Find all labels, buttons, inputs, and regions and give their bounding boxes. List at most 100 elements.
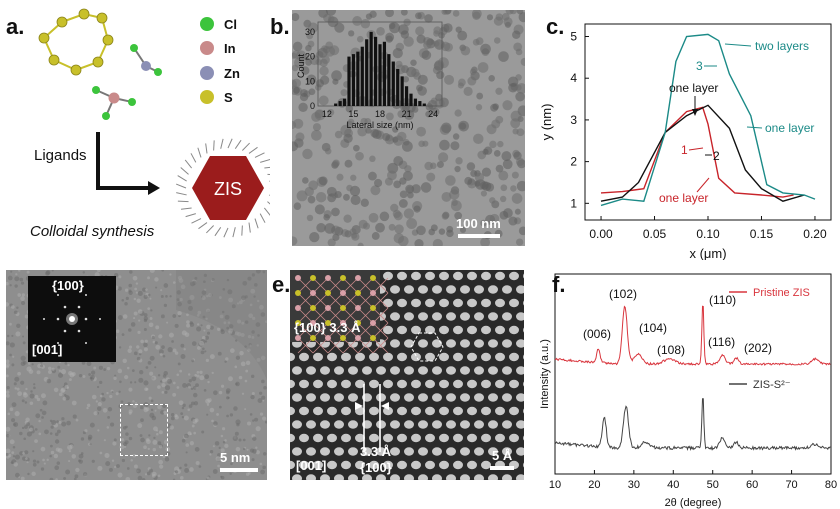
hist-xtick: 18: [375, 109, 385, 119]
peak-202: (202): [744, 341, 772, 355]
hist-xtick: 21: [402, 109, 412, 119]
hist-bar: [373, 36, 378, 106]
hist-bar: [382, 41, 387, 106]
hist-bar: [378, 44, 382, 106]
hist-xtick: 12: [322, 109, 332, 119]
f-xtick: 10: [549, 479, 561, 491]
f-ylabel: Intensity (a.u.): [539, 339, 551, 409]
spacing-value: 3.3 Å: [360, 444, 392, 459]
hist-bar: [418, 101, 422, 106]
legend-cl: Cl: [224, 17, 237, 32]
fft-pattern: [43, 294, 101, 344]
c-ytick: 5: [570, 30, 577, 44]
atomic-resolution-image: {100} 3.3 Å 3.3 Å {100} [001] 5 Å: [290, 270, 524, 480]
hist-bar: [338, 101, 342, 106]
hist-bar: [365, 39, 369, 107]
hist-xlabel: Lateral size (nm): [346, 120, 413, 130]
zone-axis-label: [001]: [296, 458, 327, 473]
hist-ylabel: Count: [296, 54, 306, 79]
scalebar-d-label: 5 nm: [220, 450, 251, 465]
c-xtick: 0.05: [643, 227, 667, 241]
panel-e-label: e.: [272, 272, 291, 297]
zis-hexagon: [192, 156, 264, 220]
scalebar-e-label: 5 Å: [492, 448, 513, 463]
hist-xtick: 24: [428, 109, 438, 119]
ligands-label: Ligands: [34, 147, 87, 164]
c-xlabel: x (μm): [689, 246, 726, 260]
f-series-pristine: [554, 305, 831, 366]
scalebar-e: [490, 466, 514, 470]
f-xtick: 40: [667, 479, 679, 491]
hist-ytick: 0: [310, 101, 315, 111]
panel-a-label: a.: [6, 14, 25, 39]
f-xtick: 50: [707, 479, 719, 491]
legend-atoms: [200, 17, 214, 104]
c-xtick: 0.20: [803, 227, 827, 241]
legend-labels: Cl In Zn S: [224, 17, 240, 105]
incl3-molecule: [92, 86, 136, 120]
hist-bar: [391, 61, 395, 106]
c-xtick: 0.10: [696, 227, 720, 241]
hist-xtick: 15: [348, 109, 358, 119]
fft-bottom-label: [001]: [32, 342, 63, 357]
hexagon-outline: [410, 332, 444, 367]
peak-102: (102): [609, 287, 637, 301]
xrd-chart: 10 20 30 40 50 60 70 80 2θ (degree) Intensity (…: [539, 273, 837, 509]
tem-texture: [292, 10, 525, 246]
c-series-line-2: [600, 104, 805, 202]
c-annot-one-layer-teal: one layer: [765, 121, 814, 135]
hist-bar: [422, 103, 426, 106]
model-spacing-label: {100} 3.3 Å: [294, 320, 361, 335]
scalebar-b: [458, 234, 500, 238]
c-annot-3: 3: [696, 59, 703, 73]
hist-bar: [351, 54, 356, 106]
f-xtick: 30: [628, 479, 640, 491]
peak-006: (006): [583, 327, 611, 341]
spacing-marker: [355, 384, 389, 452]
hist-bar: [369, 31, 373, 106]
fft-inset: {100} [001]: [28, 276, 116, 362]
zis-label: ZIS: [214, 179, 242, 199]
c-series-line-3: [600, 33, 816, 207]
legend-in: In: [224, 41, 236, 56]
c-annot-one-layer-red: one layer: [659, 191, 708, 205]
panel-b-label: b.: [270, 14, 290, 39]
zncl2-molecule: [130, 44, 162, 76]
hist-bar: [342, 98, 347, 106]
synthesis-arrow: [96, 132, 150, 190]
f-xtick: 60: [746, 479, 758, 491]
hist-bar: [413, 98, 418, 106]
ligand-shell: [175, 138, 270, 238]
c-ytick: 1: [570, 196, 577, 210]
c-series-line-1: [600, 106, 794, 198]
f-series-zis-s: [554, 398, 831, 451]
panel-c-label: c.: [546, 14, 565, 39]
hist-bar: [387, 54, 391, 106]
s8-atoms: [38, 8, 114, 76]
hist-ytick: 30: [305, 27, 315, 37]
f-legend-zis-s: ZIS-S²⁻: [753, 379, 791, 391]
hist-ytick: 10: [305, 76, 315, 86]
f-legend-pristine: Pristine ZIS: [753, 287, 810, 299]
hist-bar: [356, 51, 360, 106]
peak-104: (104): [639, 321, 667, 335]
hrtem-image: {100} [001] 5 nm: [6, 270, 267, 480]
c-annot-1: 1: [681, 143, 688, 157]
c-ylabel: y (nm): [539, 104, 554, 141]
f-xtick: 20: [588, 479, 600, 491]
c-xtick: 0.15: [750, 227, 774, 241]
peak-116: (116): [708, 335, 735, 349]
colloidal-synthesis-caption: Colloidal synthesis: [30, 223, 155, 240]
c-ytick: 4: [570, 71, 577, 85]
hist-bar: [400, 76, 404, 106]
legend-s: S: [224, 90, 233, 105]
hist-bar: [334, 103, 338, 106]
c-xtick: 0.00: [589, 227, 613, 241]
c-ytick: 2: [570, 155, 577, 169]
c-annot-one-layer-black: one layer: [669, 81, 718, 95]
height-profile-chart: 0.00 0.05 0.10 0.15 0.20 1 2 3 4 5 x (μm) y (nm)…: [539, 23, 832, 260]
tem-image-nanosheets: 0 10 20 30 12 15 18 21 24 Count Lateral size (n…: [292, 10, 525, 246]
panel-a-schematic: Cl In Zn S Ligands ZIS Colloidal synthes…: [30, 8, 270, 240]
hist-bar: [404, 86, 409, 106]
f-xtick: 80: [825, 479, 837, 491]
